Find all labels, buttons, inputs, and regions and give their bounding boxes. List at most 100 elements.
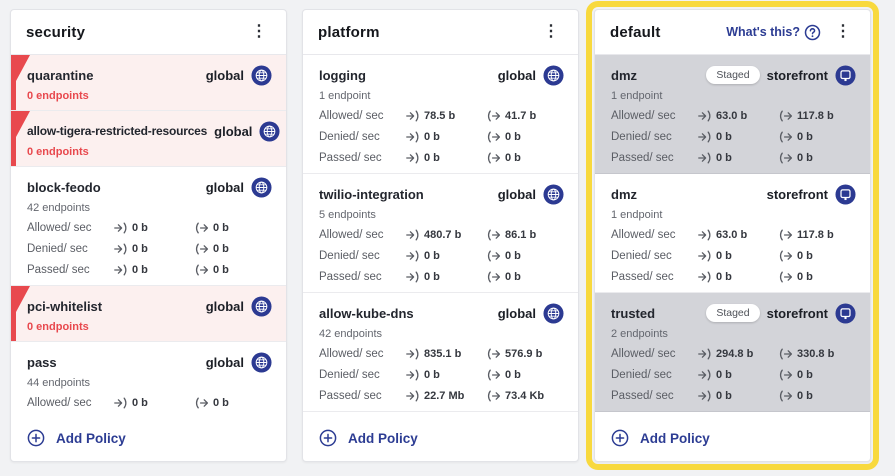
policy-card[interactable]: allow-kube-dns global 42 endpoints Allow… (303, 293, 578, 412)
policy-name[interactable]: trusted (611, 305, 656, 321)
policy-scope: global (205, 298, 244, 314)
ingress-value: 63.0 b (716, 228, 748, 241)
globe-icon (251, 65, 272, 86)
egress-icon (779, 369, 793, 381)
endpoint-count: 0 endpoints (27, 321, 89, 333)
policy-scope: global (497, 186, 536, 202)
egress-value: 0 b (213, 221, 229, 234)
egress-icon (487, 271, 501, 283)
egress-icon (779, 131, 793, 143)
metric-row: Passed/ sec 0 b 0 b (611, 269, 856, 284)
policy-card[interactable]: logging global 1 endpoint Allowed/ sec 7… (303, 55, 578, 174)
metric-label: Passed/ sec (611, 151, 674, 164)
metric-row: Allowed/ sec 0 b 0 b (27, 220, 272, 235)
egress-icon (779, 348, 793, 360)
ingress-icon (698, 348, 712, 360)
egress-value: 41.7 b (505, 109, 537, 122)
ingress-value: 0 b (424, 368, 440, 381)
ingress-value: 0 b (716, 249, 732, 262)
egress-icon (779, 271, 793, 283)
metric-label: Allowed/ sec (611, 228, 676, 241)
ingress-value: 0 b (716, 368, 732, 381)
policy-card[interactable]: quarantine global 0 endpoints (11, 55, 286, 111)
egress-value: 86.1 b (505, 228, 537, 241)
egress-value: 0 b (505, 151, 521, 164)
ingress-icon (406, 110, 420, 122)
policy-card[interactable]: twilio-integration global 5 endpoints Al… (303, 174, 578, 293)
ingress-icon (698, 152, 712, 164)
metric-label: Passed/ sec (319, 389, 382, 402)
add-policy-button[interactable]: Add Policy (303, 415, 578, 461)
metric-row: Passed/ sec 0 b 0 b (319, 269, 564, 284)
policy-name[interactable]: allow-kube-dns (319, 305, 414, 321)
ingress-icon (406, 390, 420, 402)
ingress-value: 0 b (716, 270, 732, 283)
tier-title: security (26, 23, 86, 41)
policy-card[interactable]: dmz Staged storefront 1 endpoint Allowed… (595, 55, 870, 174)
egress-value: 576.9 b (505, 347, 543, 360)
egress-icon (779, 110, 793, 122)
policy-card[interactable]: trusted Staged storefront 2 endpoints Al… (595, 293, 870, 412)
tier-platform: platform ⋮ logging global 1 endpoint All… (302, 9, 579, 462)
egress-value: 0 b (797, 368, 813, 381)
add-policy-label: Add Policy (348, 430, 418, 446)
policy-name[interactable]: allow-tigera-restricted-resources (27, 124, 208, 138)
kebab-menu-icon[interactable]: ⋮ (835, 23, 851, 40)
egress-icon (487, 229, 501, 241)
egress-icon (779, 152, 793, 164)
ingress-icon (406, 250, 420, 262)
metric-label: Passed/ sec (611, 389, 674, 402)
globe-icon (259, 121, 280, 142)
egress-value: 0 b (797, 130, 813, 143)
whats-this-link[interactable]: What's this? (726, 24, 821, 41)
endpoint-count: 2 endpoints (611, 328, 668, 340)
policy-card[interactable]: trusted storefront (595, 412, 870, 415)
policy-card[interactable]: allow-tigera-restricted-resources global… (11, 111, 286, 167)
tier-default-cards: dmz Staged storefront 1 endpoint Allowed… (595, 55, 870, 415)
endpoint-count: 1 endpoint (611, 209, 663, 221)
ingress-icon (114, 222, 128, 234)
ingress-icon (698, 110, 712, 122)
policy-card[interactable]: dmz storefront 1 endpoint Allowed/ sec 6… (595, 174, 870, 293)
kebab-menu-icon[interactable]: ⋮ (543, 23, 559, 40)
staged-badge: Staged (706, 304, 760, 322)
policy-card[interactable]: pass global 44 endpoints Allowed/ sec 0 … (11, 342, 286, 415)
policy-card[interactable]: block-feodo global 42 endpoints Allowed/… (11, 167, 286, 286)
ingress-value: 294.8 b (716, 347, 754, 360)
ingress-icon (698, 250, 712, 262)
metric-row: Denied/ sec 0 b 0 b (319, 248, 564, 263)
metric-label: Passed/ sec (319, 151, 382, 164)
metric-label: Allowed/ sec (319, 347, 384, 360)
policy-name[interactable]: quarantine (27, 67, 94, 83)
egress-icon (487, 131, 501, 143)
endpoint-count: 0 endpoints (27, 146, 89, 158)
policy-name[interactable]: dmz (611, 67, 637, 83)
metric-row: Denied/ sec 0 b 0 b (611, 129, 856, 144)
policy-name[interactable]: pass (27, 354, 57, 370)
globe-icon (543, 184, 564, 205)
policy-name[interactable]: block-feodo (27, 179, 101, 195)
egress-icon (487, 152, 501, 164)
ingress-icon (698, 390, 712, 402)
policy-name[interactable]: pci-whitelist (27, 298, 103, 314)
ingress-icon (698, 131, 712, 143)
egress-value: 0 b (213, 396, 229, 409)
policy-name[interactable]: twilio-integration (319, 186, 424, 202)
kebab-menu-icon[interactable]: ⋮ (251, 23, 267, 40)
policy-scope: global (205, 354, 244, 370)
policy-card[interactable]: pci-whitelist global 0 endpoints (11, 286, 286, 342)
egress-value: 0 b (213, 242, 229, 255)
policy-name[interactable]: logging (319, 67, 366, 83)
egress-icon (779, 250, 793, 262)
egress-icon (487, 110, 501, 122)
policy-name[interactable]: dmz (611, 186, 637, 202)
metric-row: Passed/ sec 0 b 0 b (319, 150, 564, 165)
globe-icon (543, 65, 564, 86)
egress-value: 0 b (505, 249, 521, 262)
egress-value: 117.8 b (797, 109, 834, 122)
add-policy-button[interactable]: Add Policy (595, 415, 870, 461)
metric-row: Denied/ sec 0 b 0 b (611, 367, 856, 382)
metric-label: Allowed/ sec (27, 221, 92, 234)
add-policy-button[interactable]: Add Policy (11, 415, 286, 461)
